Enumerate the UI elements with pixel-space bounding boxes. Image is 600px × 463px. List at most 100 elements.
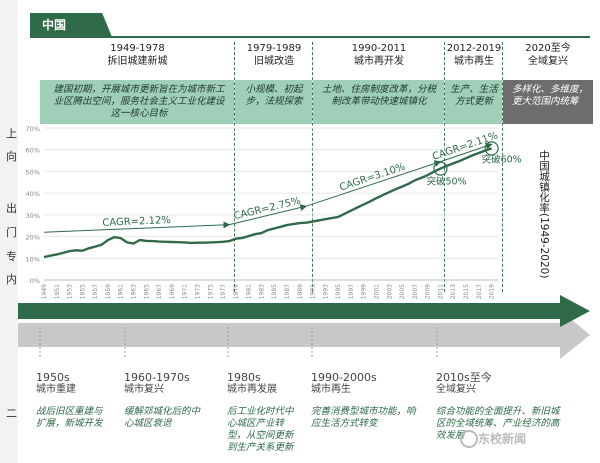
x-tick-label: 2015 — [463, 284, 470, 299]
series-line — [43, 147, 492, 259]
x-tick-label: 1989 — [297, 284, 304, 299]
era-title: 城市复兴 — [124, 384, 164, 395]
y-tick-label: 20% — [26, 234, 40, 242]
era-1950s: 1950s 城市重建 — [36, 372, 76, 396]
x-tick-label: 1977 — [220, 284, 227, 299]
y-tick-label: 60% — [26, 147, 40, 155]
period-name: 城市再生 — [454, 56, 494, 67]
x-tick-label: 1971 — [182, 284, 189, 299]
period-years: 2012-2019 — [446, 43, 502, 54]
era-title: 全域复兴 — [436, 384, 476, 395]
cagr-arrow — [229, 204, 308, 226]
period-years: 1949-1978 — [110, 43, 165, 54]
band-text-1: 建国初期，开展城市更新旨在为城市新工业区腾出空间，服务社会主义工业化建设这一核心… — [53, 84, 225, 119]
period-name: 拆旧城建新城 — [107, 56, 168, 67]
x-tick-label: 1963 — [131, 284, 138, 299]
era-title: 城市再生 — [311, 384, 351, 395]
cagr-arrow — [306, 160, 442, 207]
band-text-4: 生产、生活方式更新 — [450, 84, 498, 107]
band-bg-5 — [503, 80, 593, 124]
x-tick-label: 1955 — [79, 284, 86, 299]
country-tag: 中国 — [30, 13, 112, 37]
watermark-icon — [460, 430, 478, 448]
band-text-5: 多样化、多维度，更大范围内统筹 — [512, 84, 589, 107]
milestone-circle — [484, 141, 499, 156]
x-tick-label: 1949 — [41, 284, 48, 299]
band-bg-2 — [235, 80, 312, 124]
period-header-4: 2012-2019 城市再生 — [445, 42, 503, 68]
cagr-arrow — [43, 221, 231, 233]
left-edge-fragment: 上 向 出 门 专 内 二 — [0, 0, 18, 463]
x-tick-label: 1983 — [258, 284, 265, 299]
y-tick-label: 10% — [26, 255, 40, 263]
x-tick-label: 1979 — [233, 284, 240, 299]
period-header-3: 1990-2011 城市再开发 — [313, 42, 445, 68]
era-period: 2010s至今 — [436, 371, 492, 384]
period-header-2: 1979-1989 旧城改造 — [235, 42, 313, 68]
era-desc-1990-2000s: 完善消费型城市功能，响应生活方式转变 — [311, 406, 416, 429]
x-tick-label: 2001 — [374, 284, 381, 299]
period-years: 1979-1989 — [246, 43, 302, 54]
era-period: 1990-2000s — [311, 371, 377, 384]
timeline-arrow — [18, 295, 590, 359]
era-1980s: 1980s 城市再发展 — [227, 372, 277, 396]
x-tick-label: 1999 — [361, 284, 368, 299]
era-title: 城市再发展 — [227, 384, 277, 395]
milestone-label: 突破50% — [426, 176, 466, 188]
watermark: 东校新闻 — [478, 432, 527, 446]
x-tick-label: 1987 — [284, 284, 291, 299]
era-1960-1970s: 1960-1970s 城市复兴 — [124, 372, 190, 396]
x-tick-label: 1981 — [246, 284, 253, 299]
x-tick-label: 1951 — [54, 284, 61, 299]
x-tick-label: 2017 — [476, 284, 483, 299]
x-tick-label: 1969 — [169, 284, 176, 299]
x-tick-label: 1953 — [67, 284, 74, 299]
era-1990-2000s: 1990-2000s 城市再生 — [311, 372, 377, 396]
divider-1979 — [234, 42, 235, 292]
y-tick-label: 50% — [26, 168, 40, 176]
x-tick-label: 1997 — [348, 284, 355, 299]
left-char-6: 内 — [6, 273, 17, 286]
era-desc-1950s: 战后旧区重建与扩展，新城开发 — [36, 406, 103, 429]
x-tick-label: 2013 — [450, 284, 457, 299]
band-text-3: 土地、住房制度改革，分税制改革带动快速城镇化 — [321, 84, 436, 107]
y-tick-label: 40% — [26, 190, 40, 198]
y-tick-label: 0% — [30, 277, 40, 285]
x-tick-label: 1965 — [143, 284, 150, 299]
x-tick-label: 2003 — [386, 284, 393, 299]
era-desc-1960-1970s: 缓解郊城化后的中心城区衰退 — [124, 406, 201, 429]
x-tick-label: 1985 — [271, 284, 278, 299]
cagr-label: CAGR=2.12% — [102, 215, 171, 229]
left-char-2: 向 — [6, 150, 17, 163]
left-char-1: 上 — [6, 127, 17, 140]
period-header-1: 1949-1978 拆旧城建新城 — [40, 42, 235, 68]
x-tick-label: 2009 — [425, 284, 432, 299]
x-tick-label: 1973 — [194, 284, 201, 299]
cagr-arrow — [440, 142, 493, 163]
x-tick-label: 2019 — [489, 284, 496, 299]
divider-1990 — [312, 42, 313, 292]
left-char-4: 门 — [6, 226, 17, 239]
x-tick-label: 1959 — [105, 284, 112, 299]
x-tick-label: 1975 — [207, 284, 214, 299]
period-years: 1990-2011 — [351, 43, 407, 54]
period-name: 全域复兴 — [528, 56, 568, 67]
y-tick-label: 30% — [26, 212, 40, 220]
milestone-label: 突破60% — [482, 153, 522, 165]
x-tick-label: 2007 — [412, 284, 419, 299]
era-2010s: 2010s至今 全域复兴 — [436, 372, 492, 396]
era-desc-1980s: 后工业化时代中心城区产业转型，从空间更新到生产关系更新 — [227, 406, 294, 453]
y-tick-label: 70% — [26, 125, 40, 133]
band-text-2: 小规模、初起步，法规探索 — [245, 84, 303, 107]
x-tick-label: 1961 — [118, 284, 125, 299]
era-period: 1960-1970s — [124, 371, 190, 384]
x-tick-label: 1993 — [322, 284, 329, 299]
divider-2020 — [502, 42, 503, 292]
header-rule — [30, 36, 590, 38]
milestone-circle — [433, 161, 448, 176]
x-tick-label: 2011 — [437, 284, 444, 299]
era-period: 1950s — [36, 371, 70, 384]
x-tick-label: 1991 — [310, 284, 317, 299]
period-name: 旧城改造 — [254, 56, 294, 67]
